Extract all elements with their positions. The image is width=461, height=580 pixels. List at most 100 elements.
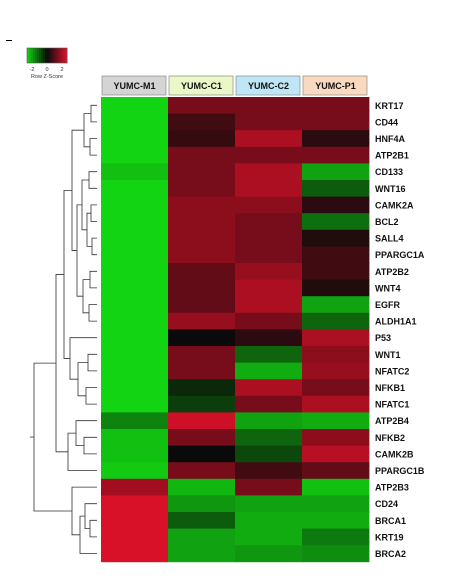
heatmap-cell bbox=[302, 246, 370, 264]
heatmap-cell bbox=[101, 395, 169, 413]
color-key-swatch bbox=[45, 48, 48, 63]
row-label: ATP2B2 bbox=[375, 267, 409, 277]
dendrogram-branch bbox=[75, 420, 97, 446]
heatmap-cell bbox=[302, 213, 370, 231]
color-key-border bbox=[26, 47, 68, 64]
heatmap-cell bbox=[235, 445, 303, 463]
row-label: NFKB1 bbox=[375, 383, 405, 393]
heatmap-cell bbox=[235, 113, 303, 131]
row-label: ATP2B1 bbox=[375, 151, 409, 161]
heatmap-cell bbox=[101, 180, 169, 197]
heatmap-cell bbox=[235, 213, 303, 231]
heatmap-cell bbox=[168, 97, 236, 114]
heatmap-cell bbox=[168, 412, 236, 430]
dendrogram-branch bbox=[33, 362, 72, 512]
heatmap-cell bbox=[168, 196, 236, 214]
column-headers: YUMC-M1 YUMC-C1 YUMC-C2 YUMC-P1 bbox=[101, 75, 368, 96]
heatmap-cell bbox=[168, 395, 236, 413]
heatmap-cell bbox=[101, 113, 169, 131]
heatmap-cell bbox=[302, 196, 370, 214]
color-key-label: Row Z-Score bbox=[31, 74, 63, 80]
row-label: NFKB2 bbox=[375, 433, 405, 443]
heatmap-cell bbox=[302, 229, 370, 247]
heatmap-cell bbox=[302, 395, 370, 413]
dendrogram-branch bbox=[85, 387, 97, 405]
color-key-tick-label: 2 bbox=[60, 67, 63, 73]
heatmap-cell bbox=[235, 312, 303, 330]
dendrogram-branch bbox=[55, 274, 68, 453]
heatmap-cell bbox=[168, 113, 236, 131]
dendrogram-branch bbox=[79, 515, 97, 554]
heatmap-cells bbox=[101, 97, 370, 563]
heatmap-cell bbox=[101, 362, 169, 380]
color-key-swatch bbox=[43, 48, 46, 63]
heatmap-cell bbox=[101, 346, 169, 363]
row-label: ALDH1A1 bbox=[375, 317, 417, 327]
heatmap-cell bbox=[302, 512, 370, 529]
heatmap-cell bbox=[302, 445, 370, 463]
heatmap-cell bbox=[101, 146, 169, 164]
heatmap-cell bbox=[235, 395, 303, 413]
heatmap-cell bbox=[235, 279, 303, 297]
row-label: WNT1 bbox=[375, 350, 401, 360]
color-key-swatch bbox=[37, 48, 40, 63]
heatmap-cell bbox=[302, 528, 370, 546]
color-key-tick-label: 0 bbox=[45, 67, 48, 73]
dendrogram-branch bbox=[88, 304, 97, 322]
row-label: NFATC1 bbox=[375, 400, 409, 410]
color-key-swatch bbox=[61, 48, 64, 63]
dendrogram-branch bbox=[89, 519, 97, 538]
dendrogram-branch bbox=[84, 503, 97, 529]
heatmap-cell bbox=[101, 429, 169, 446]
heatmap-cell bbox=[235, 512, 303, 529]
heatmap-cell bbox=[101, 246, 169, 264]
color-key-swatch bbox=[65, 48, 68, 63]
column-header-box bbox=[302, 75, 368, 96]
heatmap-cell bbox=[302, 346, 370, 363]
dendrogram-branch bbox=[89, 138, 97, 156]
heatmap-cell bbox=[101, 412, 169, 430]
heatmap-cell bbox=[168, 445, 236, 463]
heatmap-cell bbox=[168, 146, 236, 164]
row-label: CAMK2A bbox=[375, 200, 414, 210]
row-label: WNT16 bbox=[375, 184, 406, 194]
dendrogram-branch bbox=[89, 270, 97, 289]
heatmap-cell bbox=[168, 362, 236, 380]
row-label: SALL4 bbox=[375, 234, 404, 244]
heatmap-cell bbox=[235, 462, 303, 480]
dendrogram-branch bbox=[87, 353, 97, 372]
heatmap-cell bbox=[302, 412, 370, 430]
heatmap-cell bbox=[101, 213, 169, 231]
row-label: HNF4A bbox=[375, 134, 406, 144]
dendrogram-branch bbox=[90, 204, 97, 222]
row-label: CD133 bbox=[375, 167, 403, 177]
column-header-box bbox=[168, 75, 234, 96]
heatmap-cell bbox=[235, 130, 303, 148]
heatmap-cell bbox=[302, 130, 370, 148]
row-labels: KRT17 CD44 HNF4A ATP2B1 CD133 WNT16 CAMK2A BCL2… bbox=[375, 101, 425, 559]
dendrogram-branch bbox=[90, 104, 97, 123]
heatmap-cell bbox=[168, 229, 236, 247]
heatmap-cell bbox=[235, 146, 303, 164]
color-key-swatch bbox=[35, 48, 38, 63]
heatmap-cell bbox=[101, 163, 169, 181]
heatmap-cell bbox=[302, 180, 370, 197]
column-header-label: YUMC-M1 bbox=[114, 81, 156, 91]
heatmap-cell bbox=[235, 263, 303, 280]
heatmap-cell bbox=[168, 312, 236, 330]
heatmap-cell bbox=[235, 528, 303, 546]
row-dendrogram bbox=[30, 104, 97, 554]
row-label: P53 bbox=[375, 333, 391, 343]
row-label: ATP2B3 bbox=[375, 483, 409, 493]
heatmap-cell bbox=[235, 429, 303, 446]
heatmap-cell bbox=[101, 97, 169, 114]
color-key-swatch bbox=[29, 48, 32, 63]
row-label: EGFR bbox=[375, 300, 401, 310]
color-key-swatch bbox=[27, 48, 30, 63]
heatmap-cell bbox=[302, 146, 370, 164]
heatmap-cell bbox=[168, 528, 236, 546]
heatmap-cell bbox=[235, 180, 303, 197]
color-key-swatch bbox=[39, 48, 42, 63]
heatmap-cell bbox=[302, 97, 370, 114]
